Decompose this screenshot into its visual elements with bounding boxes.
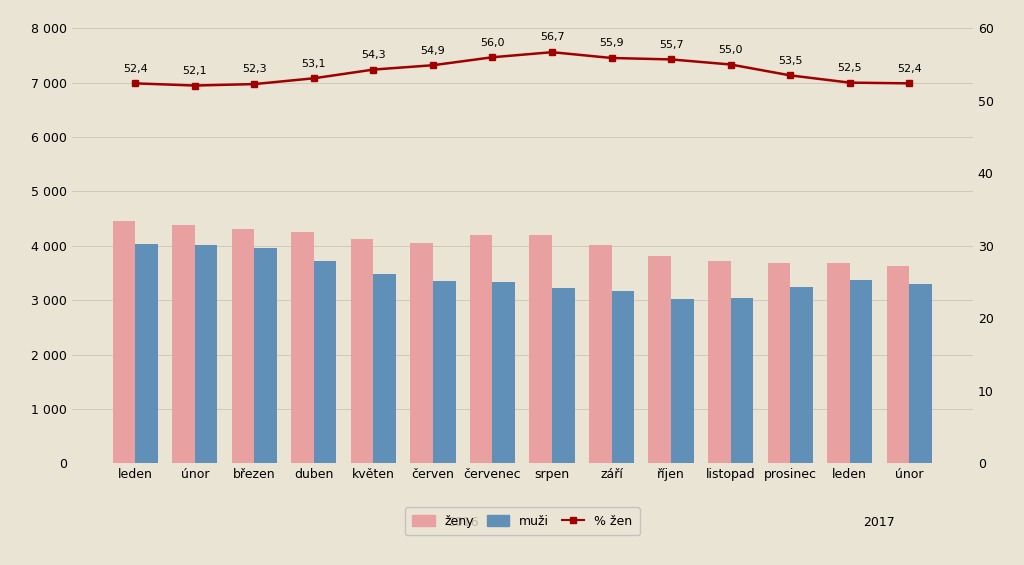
Text: 56,7: 56,7 (540, 32, 564, 42)
% žen (129, 80, 141, 87)
Bar (411, 242, 433, 463)
% žen (368, 66, 380, 73)
Bar (374, 273, 396, 463)
Bar (529, 236, 552, 463)
Text: 56,0: 56,0 (480, 37, 505, 47)
Text: 52,5: 52,5 (838, 63, 862, 73)
Text: 52,4: 52,4 (123, 64, 147, 73)
% žen (784, 72, 797, 79)
% žen (188, 82, 201, 89)
% žen (844, 79, 856, 86)
Bar (172, 225, 195, 463)
Bar (909, 284, 932, 463)
Bar (671, 298, 693, 463)
Text: 53,5: 53,5 (778, 56, 803, 66)
Bar (351, 239, 374, 463)
Bar (291, 232, 314, 463)
Text: 54,3: 54,3 (361, 50, 386, 60)
Text: 52,4: 52,4 (897, 64, 922, 73)
Bar (611, 292, 634, 463)
Bar (768, 263, 791, 463)
Bar (254, 249, 276, 463)
Bar (113, 221, 135, 463)
Bar (791, 286, 813, 463)
Text: 2017: 2017 (863, 516, 895, 529)
Line: % žen: % žen (132, 49, 912, 89)
Bar (730, 298, 754, 463)
Text: 55,9: 55,9 (599, 38, 624, 48)
Bar (314, 261, 337, 463)
% žen (427, 62, 439, 68)
Bar (231, 229, 254, 463)
% žen (665, 56, 677, 63)
% žen (248, 81, 260, 88)
% žen (903, 80, 915, 87)
Bar (195, 245, 217, 463)
Text: 2016: 2016 (446, 516, 478, 529)
Bar (589, 245, 611, 463)
Bar (493, 282, 515, 463)
Text: 55,7: 55,7 (658, 40, 683, 50)
Bar (433, 281, 456, 463)
Bar (887, 267, 909, 463)
Legend: ženy, muži, % žen: ženy, muži, % žen (404, 507, 640, 536)
Bar (850, 280, 872, 463)
% žen (486, 54, 499, 60)
% žen (308, 75, 321, 82)
Text: 53,1: 53,1 (302, 59, 326, 68)
Text: 54,9: 54,9 (421, 46, 445, 55)
Text: 52,3: 52,3 (242, 64, 266, 75)
Bar (648, 255, 671, 463)
Bar (708, 261, 730, 463)
Bar (552, 288, 574, 463)
Bar (135, 244, 158, 463)
% žen (605, 55, 617, 62)
Text: 52,1: 52,1 (182, 66, 207, 76)
Text: 55,0: 55,0 (719, 45, 742, 55)
% žen (724, 61, 736, 68)
% žen (546, 49, 558, 55)
Bar (470, 236, 493, 463)
Bar (827, 263, 850, 463)
